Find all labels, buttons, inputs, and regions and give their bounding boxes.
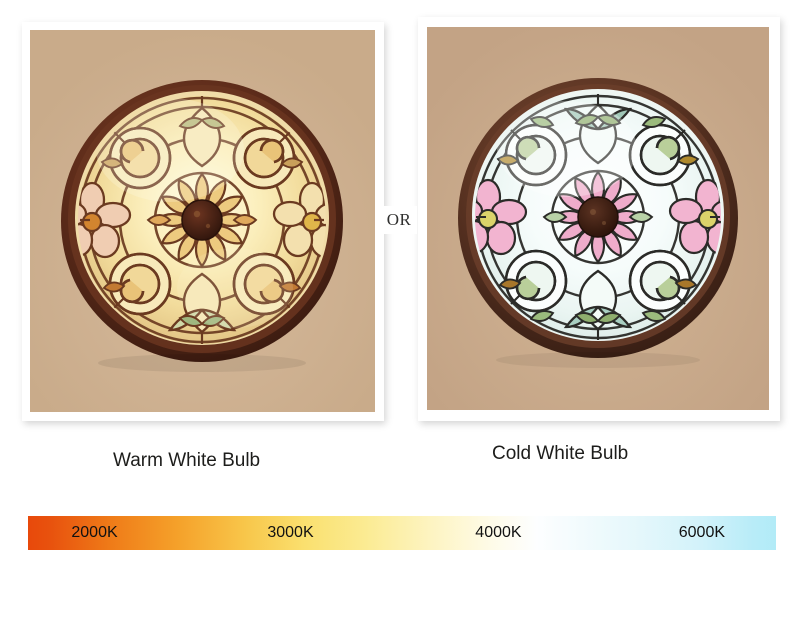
kelvin-tick-4000k: 4000K — [475, 524, 522, 541]
color-temperature-scale: 2000K 3000K 4000K 6000K — [28, 516, 776, 550]
side-blossoms — [78, 181, 326, 259]
kelvin-tick-2000k: 2000K — [71, 524, 118, 541]
kelvin-tick-3000k: 3000K — [267, 524, 314, 541]
kelvin-gradient-bar — [28, 516, 776, 550]
or-separator-label: OR — [381, 206, 417, 234]
photo-warm-white — [30, 30, 375, 412]
photo-panel-warm-white — [22, 22, 384, 421]
caption-warm-white: Warm White Bulb — [113, 450, 261, 471]
lamp-glass-dome — [78, 96, 326, 344]
lamp-center-hub — [577, 196, 619, 238]
kelvin-tick-6000k: 6000K — [678, 524, 726, 541]
photo-cold-white — [427, 27, 769, 410]
lamp-glass-dome — [475, 94, 721, 340]
side-blossoms — [475, 178, 721, 256]
photo-panel-cold-white — [418, 17, 780, 421]
caption-cold-white: Cold White Bulb — [492, 443, 629, 464]
kelvin-tick-labels: 2000K 3000K 4000K 6000K — [28, 516, 776, 550]
lamp-center-hub — [181, 199, 223, 241]
